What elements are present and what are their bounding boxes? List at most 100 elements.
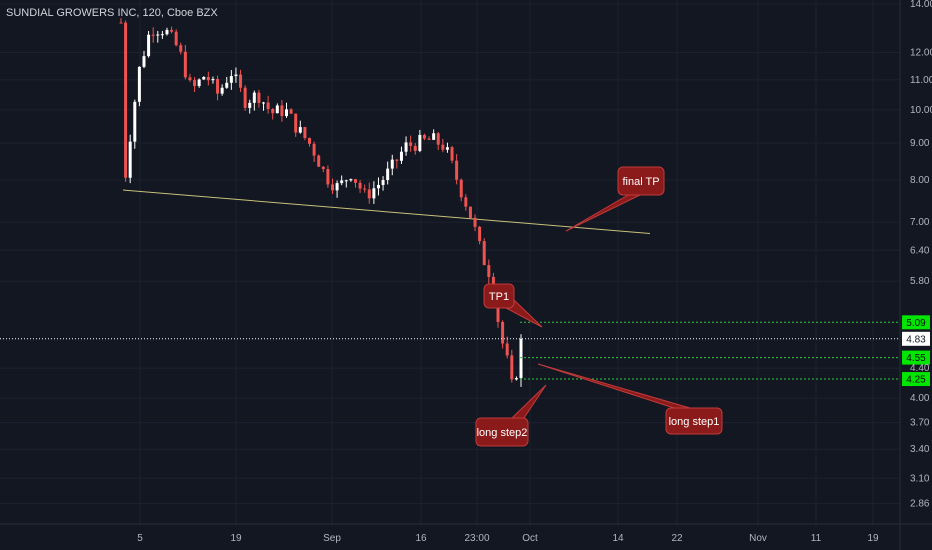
candle-body	[482, 241, 486, 266]
callout-label: long step1	[669, 416, 720, 428]
candle-body	[137, 66, 141, 102]
candle-body	[418, 134, 422, 151]
candle-body	[248, 102, 252, 108]
candle-body	[183, 51, 187, 78]
x-tick-label: 14	[612, 533, 624, 544]
candle-body	[289, 109, 293, 114]
candle-body	[326, 169, 330, 185]
candle-body	[133, 101, 137, 142]
candle-body	[395, 159, 399, 161]
candle-body	[285, 109, 289, 117]
candle-body	[340, 180, 344, 184]
candle-body	[330, 184, 334, 191]
candle-body	[317, 155, 321, 167]
callout-pointer	[510, 384, 547, 419]
candle-body	[422, 134, 426, 139]
candle-body	[160, 34, 164, 36]
candle-body	[216, 79, 220, 94]
y-tick-label: 3.40	[910, 444, 930, 455]
candle-body	[179, 45, 183, 52]
y-tick-label: 4.00	[910, 393, 930, 404]
candle-body	[413, 145, 417, 151]
level-badge-label: 4.55	[906, 353, 926, 364]
candle-body	[473, 217, 477, 227]
y-tick-label: 11.00	[910, 75, 932, 86]
candle-body	[303, 127, 307, 139]
candle-body	[312, 143, 316, 156]
candle-body	[358, 182, 362, 189]
level-badge-label: 4.25	[906, 375, 926, 386]
candle-body	[390, 159, 394, 169]
candle-body	[174, 31, 178, 46]
candle-body	[197, 79, 201, 87]
candle-body	[445, 147, 449, 150]
y-tick-label: 3.10	[910, 473, 930, 484]
candle-body	[510, 355, 514, 380]
level-badge	[902, 372, 930, 387]
candle-body	[124, 22, 128, 178]
candle-body	[280, 105, 284, 117]
callout-label: TP1	[489, 291, 509, 303]
candle-body	[275, 105, 279, 114]
y-tick-label: 10.00	[910, 105, 932, 116]
candle-body	[239, 74, 243, 88]
candle-body	[229, 76, 233, 83]
callout-pointer	[565, 194, 641, 232]
level-badge	[902, 350, 930, 365]
candle-body	[455, 160, 459, 180]
x-tick-label: 19	[867, 533, 879, 544]
candle-body	[271, 108, 275, 114]
candle-body	[404, 142, 408, 152]
candle-body	[220, 87, 224, 94]
candle-body	[151, 34, 155, 36]
candle-body	[386, 168, 390, 181]
y-tick-label: 5.80	[910, 276, 930, 287]
candle-body	[464, 197, 468, 207]
x-tick-label: Nov	[749, 533, 767, 544]
candle-body	[257, 92, 261, 103]
callout-pointer	[537, 363, 691, 409]
current-price-badge	[902, 331, 930, 346]
candle-body	[156, 34, 160, 36]
candle-body	[432, 133, 436, 140]
time-axis[interactable]: 5 19 Sep 16 23:00 Oct 14 22 Nov 11 19	[137, 533, 879, 544]
trendline-line	[122, 189, 651, 235]
candle-body	[165, 29, 169, 35]
candle-body	[459, 179, 463, 198]
candle-body	[188, 77, 192, 81]
callout-box	[475, 417, 529, 447]
x-tick-label: 5	[137, 533, 143, 544]
candle-body	[514, 378, 518, 380]
candle-body	[335, 183, 339, 191]
candle-body	[128, 141, 132, 178]
candle-body	[372, 188, 376, 199]
candle-body	[321, 166, 325, 170]
candle-body	[294, 113, 298, 133]
candle-body	[308, 138, 312, 144]
candle-body	[225, 82, 229, 88]
current-price-label: 4.83	[906, 334, 926, 345]
candle-body	[505, 343, 509, 356]
candle-body	[252, 92, 256, 103]
callout-label: long step2	[477, 427, 528, 439]
callout-box	[617, 166, 665, 196]
level-badge-label: 5.09	[906, 318, 926, 329]
y-tick-label: 3.70	[910, 418, 930, 429]
candle-body	[381, 180, 385, 185]
candle-body	[450, 147, 454, 161]
candle-body	[119, 22, 123, 24]
candle-body	[193, 80, 197, 87]
candle-body	[501, 321, 505, 344]
candle-body	[266, 102, 270, 109]
price-axis[interactable]: 14.00 12.00 11.00 10.00 9.00 8.00 7.00 6.40 5.80…	[910, 0, 932, 510]
x-tick-label: 19	[230, 533, 242, 544]
candle-body	[478, 226, 482, 242]
annotations: final TP TP1 long step2 long step1	[475, 166, 723, 447]
candle-body	[353, 179, 357, 183]
candle-body	[519, 338, 523, 379]
candle-body	[170, 29, 174, 32]
candle-body	[367, 189, 371, 199]
callout-label: final TP	[622, 176, 659, 188]
